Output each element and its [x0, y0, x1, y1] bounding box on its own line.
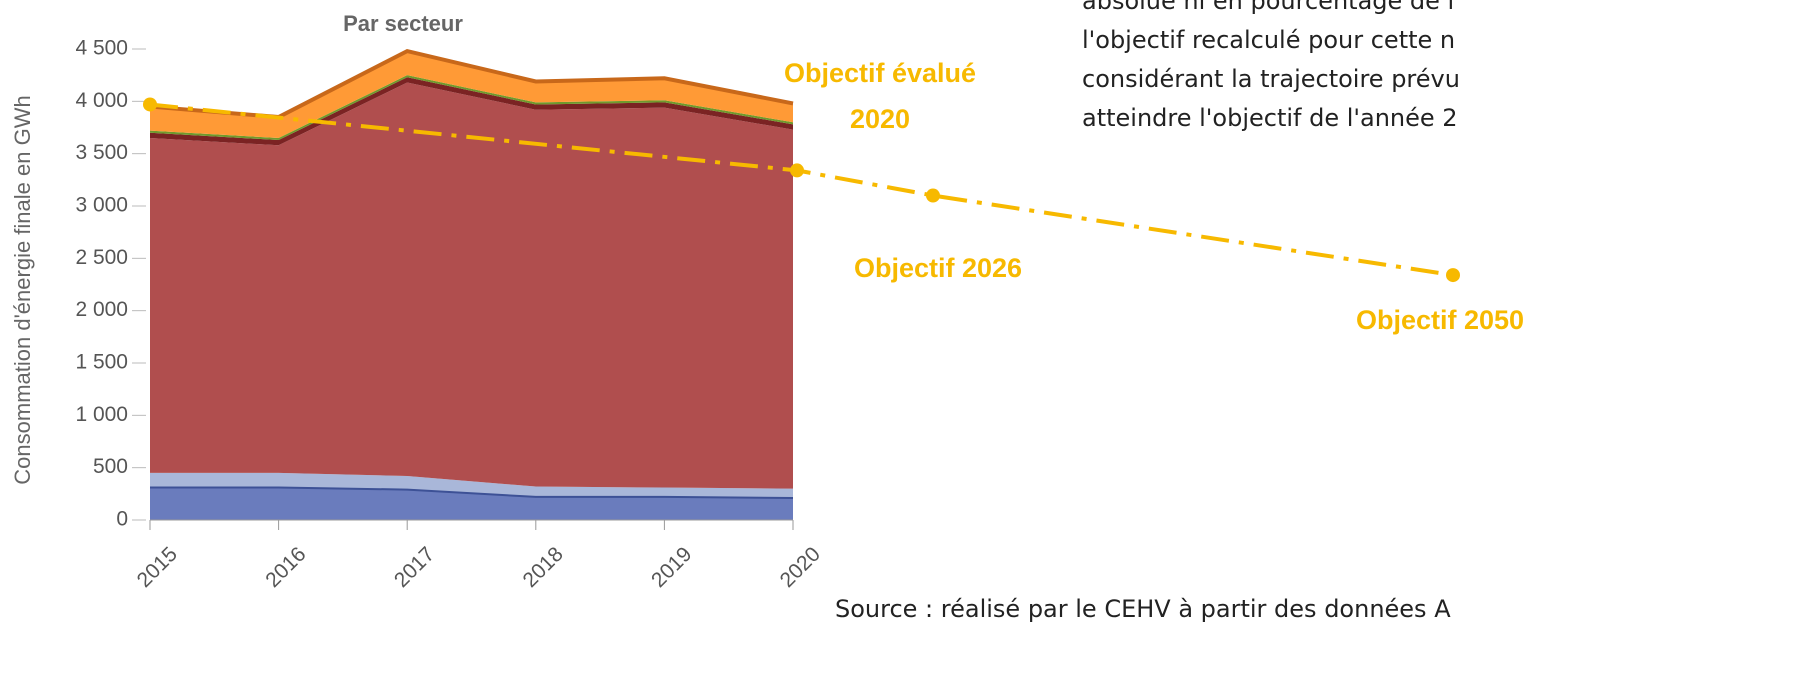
x-tick-label: 2016 [261, 543, 310, 592]
y-tick-label: 4 500 [75, 37, 128, 60]
objective-point [143, 97, 157, 112]
objective-point [790, 163, 804, 178]
x-tick-label: 2019 [647, 543, 696, 592]
side-line: considérant la trajectoire prévu [1082, 65, 1460, 93]
y-tick-label: 4 000 [75, 89, 128, 112]
y-tick-label: 2 000 [75, 298, 128, 321]
area [150, 77, 793, 146]
y-tick-label: 0 [116, 508, 128, 531]
objective-point [926, 188, 940, 203]
y-tick-label: 3 500 [75, 141, 128, 164]
objective-label: Objectif évalué 2020 [784, 58, 976, 134]
area [150, 75, 793, 141]
x-tick-label: 2018 [518, 543, 567, 592]
side-line: l'objectif recalculé pour cette n [1082, 26, 1455, 54]
y-tick-label: 500 [93, 455, 128, 478]
source: Source : réalisé par le CEHV à partir de… [835, 595, 1451, 623]
objective-label: Objectif 2050 [1356, 305, 1524, 335]
objective-label-part: Objectif évalué [784, 58, 976, 88]
objective-point [1446, 268, 1460, 283]
x-tick-label: 2020 [776, 543, 825, 592]
area [150, 82, 793, 489]
area-edge [150, 484, 794, 499]
side-text: absolue ni en pourcentage de l' l'object… [835, 0, 1461, 623]
objective-line [149, 102, 1454, 278]
area [150, 486, 793, 520]
x-tick-label: 2017 [390, 543, 439, 592]
area [150, 472, 793, 497]
chart-title: Par secteur [343, 11, 463, 36]
objective-label: Objectif 2026 [854, 253, 1022, 283]
y-tick-label: 3 000 [75, 194, 128, 217]
y-axis-label: Consommation d'énergie finale en GWh [10, 95, 35, 484]
side-line: absolue ni en pourcentage de l' [1082, 0, 1461, 15]
y-tick-label: 2 500 [75, 246, 128, 269]
y-tick-label: 1 500 [75, 351, 128, 374]
y-tick-label: 1 000 [75, 403, 128, 426]
area [150, 51, 793, 138]
side-line: atteindre l'objectif de l'année 2 [1082, 104, 1458, 132]
objective-label-part: 2020 [850, 104, 910, 134]
x-tick-label: 2015 [133, 543, 182, 592]
